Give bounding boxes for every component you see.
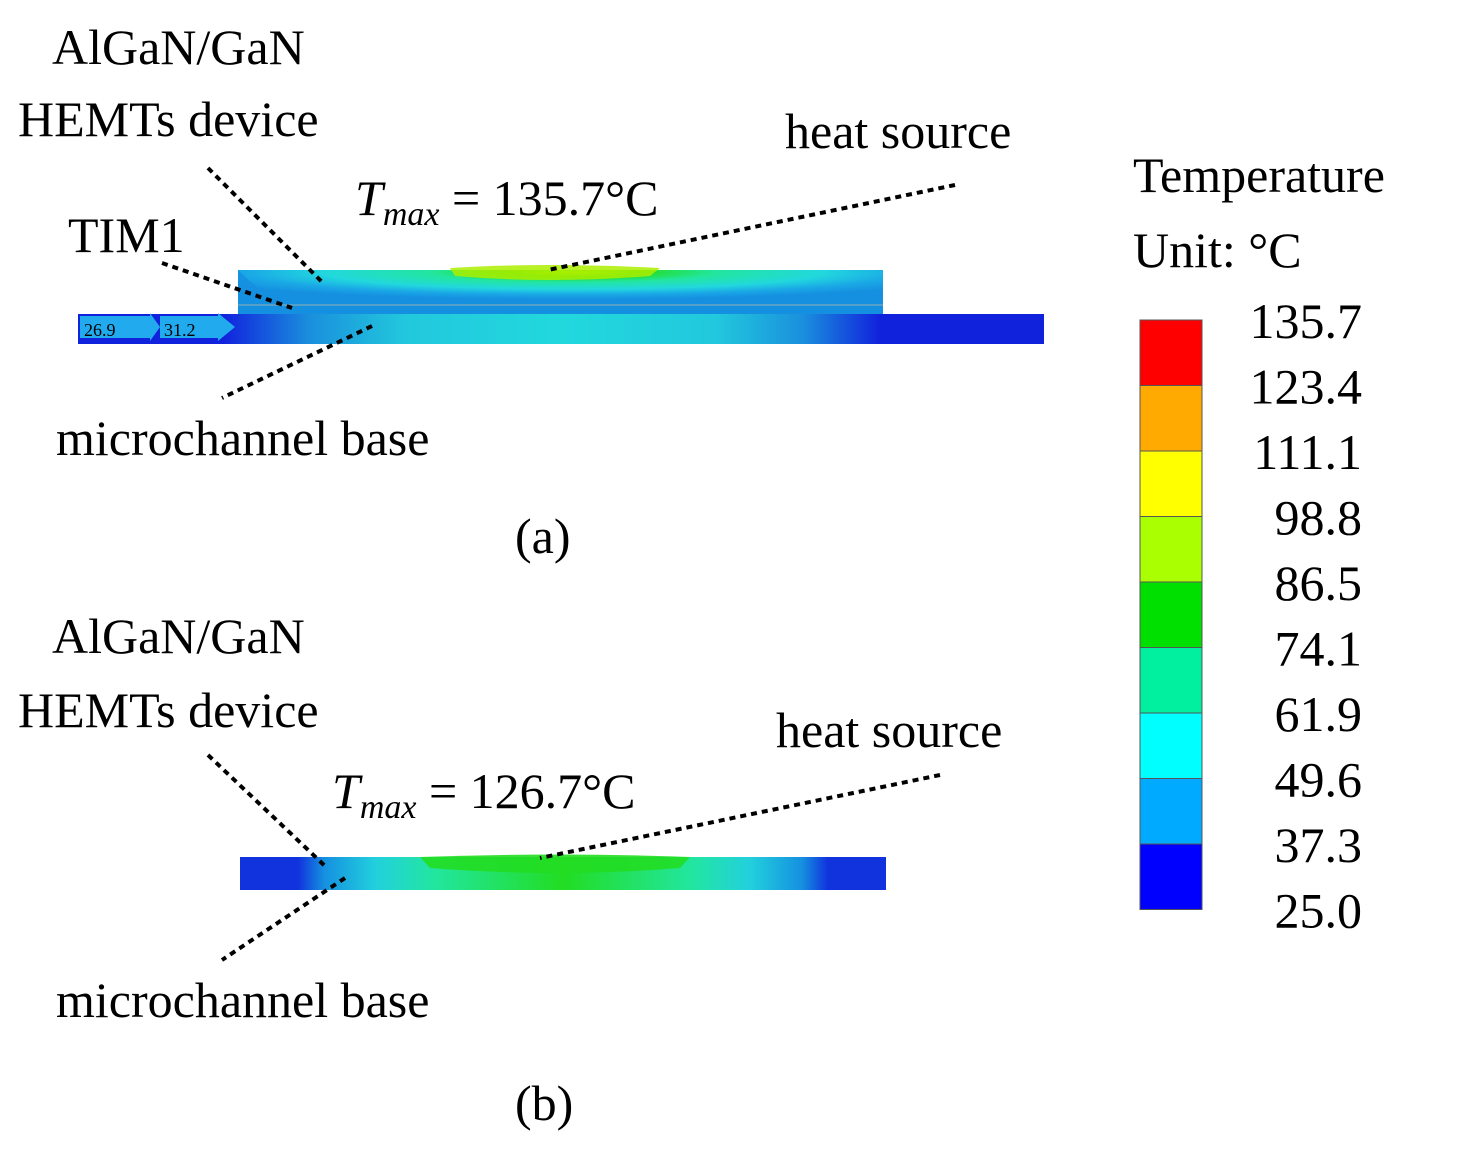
microchannel-base-a [78, 314, 1044, 344]
leader-device-a [206, 166, 324, 284]
legend-tick-label: 98.8 [1275, 490, 1363, 546]
legend-tick-labels: 135.7 123.4 111.1 98.8 86.5 74.1 61.9 49.6 37.3 2… [1250, 293, 1363, 939]
hotspot-a [450, 265, 660, 280]
legend-band [1139, 319, 1203, 386]
leader-base-b [220, 876, 347, 962]
legend-tick-label: 74.1 [1275, 621, 1363, 677]
legend-tick-label: 86.5 [1275, 555, 1363, 611]
tmax-label-a: Tmax = 135.7°C [355, 170, 659, 233]
caption-a: (a) [515, 508, 571, 564]
legend-tick-label: 37.3 [1275, 817, 1363, 873]
temperature-legend: Temperature Unit: °C 135.7 123.4 111.1 98.8… [1133, 147, 1385, 939]
legend-band [1139, 581, 1203, 648]
tmax-label-b: Tmax = 126.7°C [332, 763, 636, 826]
hotspot-b [420, 854, 690, 873]
heat-source-label-a: heat source [785, 103, 1011, 159]
legend-tick-label: 135.7 [1250, 293, 1363, 349]
leader-device-b [206, 753, 327, 868]
legend-band [1139, 385, 1203, 452]
legend-band [1139, 778, 1203, 845]
leader-base-a [221, 324, 373, 400]
device-label-a-line1: AlGaN/GaN [52, 19, 305, 75]
base-label-b: microchannel base [56, 972, 429, 1028]
inlet-arrow-1-label: 26.9 [84, 320, 116, 340]
heat-source-label-b: heat source [776, 702, 1002, 758]
legend-tick-label: 25.0 [1275, 883, 1363, 939]
legend-color-bands [1139, 319, 1203, 910]
legend-tick-label: 111.1 [1253, 424, 1362, 480]
device-edge-left-a [238, 270, 300, 314]
leader-heat-source-a [547, 183, 956, 272]
legend-band [1139, 516, 1203, 583]
caption-b: (b) [515, 1075, 573, 1131]
inlet-arrow-2-label: 31.2 [164, 320, 196, 340]
inlet-arrow-1 [80, 313, 160, 341]
leader-tim-a [161, 261, 293, 310]
device-label-a-line2: HEMTs device [18, 91, 319, 147]
device-label-b-line2: HEMTs device [18, 682, 319, 738]
base-label-a: microchannel base [56, 410, 429, 466]
legend-tick-label: 61.9 [1275, 686, 1363, 742]
device-label-b-line1: AlGaN/GaN [52, 608, 305, 664]
legend-tick-label: 49.6 [1275, 752, 1363, 808]
inlet-arrow-2 [160, 313, 235, 341]
legend-band [1139, 450, 1203, 517]
panel-b: AlGaN/GaN HEMTs device heat source Tmax … [18, 608, 1002, 1131]
legend-title-line1: Temperature [1133, 147, 1385, 203]
tim-label-a: TIM1 [68, 207, 185, 263]
legend-band [1139, 843, 1203, 910]
legend-band [1139, 712, 1203, 779]
legend-tick-label: 123.4 [1250, 359, 1363, 415]
panel-a: AlGaN/GaN HEMTs device heat source Tmax … [18, 19, 1044, 564]
leader-heat-source-b [539, 773, 941, 860]
legend-band [1139, 647, 1203, 714]
legend-title-line2: Unit: °C [1133, 222, 1302, 278]
